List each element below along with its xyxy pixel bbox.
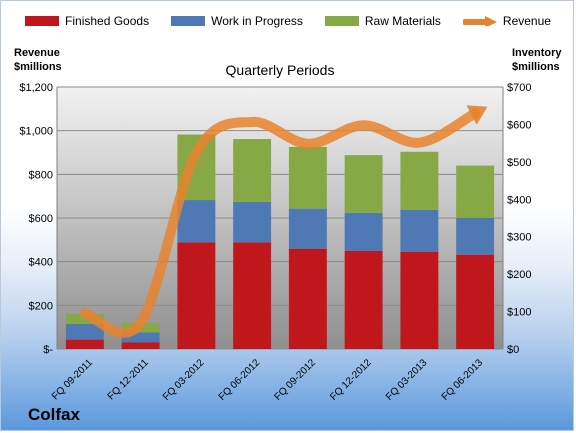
legend-label-revenue: Revenue [502, 14, 551, 28]
x-tick-label: FQ 12-2011 [106, 357, 151, 402]
bar-finished-goods [344, 250, 383, 349]
bar-finished-goods [400, 251, 439, 349]
revenue-arrowhead [466, 105, 488, 125]
revenue-line-path [79, 108, 481, 338]
bar-raw-materials [456, 165, 495, 218]
left-tick-label: $200 [29, 300, 53, 312]
bar-finished-goods [288, 248, 327, 349]
bar-work-in-progress [344, 212, 383, 251]
legend-swatch-raw-materials [324, 16, 359, 26]
right-tick-label: $0 [507, 344, 519, 356]
bar-work-in-progress [177, 200, 216, 243]
bar-finished-goods [121, 342, 160, 349]
legend-swatch-work-in-progress [171, 16, 206, 26]
bar-work-in-progress [288, 208, 327, 249]
x-tick-label: FQ 06-2012 [217, 357, 263, 403]
right-tick-label: $500 [507, 157, 531, 169]
bar-finished-goods [177, 242, 216, 349]
x-tick-label: FQ 09-2011 [50, 357, 95, 402]
legend-item-finished-goods: Finished Goods [25, 14, 149, 28]
chart-title: Quarterly Periods [225, 62, 335, 78]
left-tick-label: $1,200 [19, 82, 53, 94]
bar-work-in-progress [456, 218, 495, 255]
x-tick-label: FQ 03-2013 [384, 357, 430, 403]
right-axis-title: Inventory $millions [512, 47, 562, 73]
bar-work-in-progress [400, 209, 439, 252]
right-tick-label: $400 [507, 194, 531, 206]
bar-work-in-progress [65, 323, 104, 340]
left-tick-label: $800 [29, 169, 53, 181]
legend-item-raw-materials: Raw Materials [324, 14, 441, 28]
right-tick-label: $300 [507, 232, 531, 244]
bar-finished-goods [233, 242, 272, 349]
right-tick-label: $600 [507, 119, 531, 131]
bar-raw-materials [288, 146, 327, 209]
x-tick-label: FQ 09-2012 [272, 357, 318, 403]
legend-item-revenue: Revenue [462, 14, 551, 28]
legend: Finished Goods Work in Progress Raw Mate… [0, 10, 576, 32]
left-tick-label: $400 [29, 257, 53, 269]
legend-label-raw-materials: Raw Materials [364, 14, 441, 28]
x-tick-label: FQ 03-2012 [161, 357, 207, 403]
legend-label-work-in-progress: Work in Progress [211, 14, 303, 28]
right-tick-label: $100 [507, 307, 531, 319]
bar-raw-materials [400, 151, 439, 210]
bar-raw-materials [233, 139, 272, 202]
left-axis-title: Revenue $millions [14, 47, 62, 73]
legend-label-finished-goods: Finished Goods [65, 14, 150, 28]
bar-raw-materials [344, 155, 383, 213]
left-tick-label: $1,000 [19, 126, 53, 138]
bar-work-in-progress [121, 332, 160, 343]
left-tick-label: $600 [29, 213, 53, 225]
left-tick-label: $- [43, 344, 53, 356]
right-tick-label: $700 [507, 82, 531, 94]
bar-raw-materials [65, 313, 104, 324]
x-tick-label: FQ 12-2012 [328, 357, 374, 403]
bar-finished-goods [456, 254, 495, 349]
legend-item-work-in-progress: Work in Progress [171, 14, 303, 28]
revenue-line [79, 105, 488, 338]
company-name: Colfax [28, 405, 80, 424]
right-tick-label: $200 [507, 269, 531, 281]
legend-swatch-finished-goods [25, 16, 60, 26]
x-tick-label: FQ 06-2013 [440, 357, 486, 403]
bar-finished-goods [65, 339, 104, 349]
legend-swatch-revenue [462, 16, 497, 26]
bar-work-in-progress [233, 201, 272, 243]
